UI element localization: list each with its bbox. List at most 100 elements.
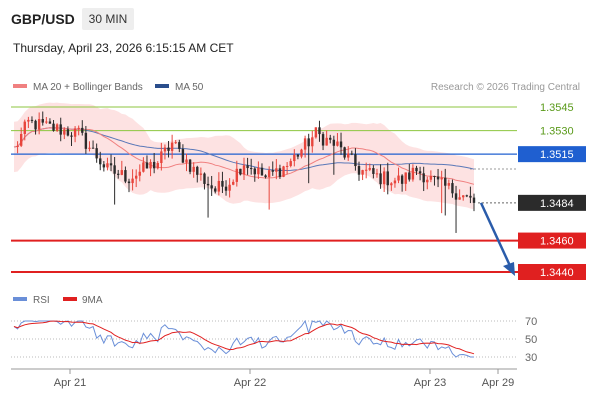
- candle-body: [52, 123, 55, 131]
- candle-body: [458, 197, 461, 200]
- candle-body: [178, 142, 181, 149]
- timeframe-badge[interactable]: [82, 8, 134, 30]
- rsi-line: [13, 319, 474, 358]
- candle-body: [444, 177, 447, 186]
- candle-body: [192, 166, 195, 172]
- candle-body: [347, 153, 350, 158]
- candle-body: [282, 166, 285, 177]
- candle-body: [196, 166, 199, 175]
- candle-body: [257, 167, 260, 175]
- candle-body: [181, 148, 185, 163]
- candle-body: [271, 170, 274, 172]
- candle-body: [160, 151, 163, 164]
- bollinger-band: [14, 102, 474, 210]
- candle-body: [296, 154, 300, 157]
- candle-body: [336, 141, 339, 146]
- candle-body: [390, 183, 393, 186]
- candle-body: [142, 162, 145, 172]
- ma50-legend-swatch: [155, 84, 169, 88]
- candle-body: [170, 142, 174, 151]
- x-tick-label: Apr 29: [482, 377, 514, 389]
- candle-body: [203, 173, 206, 184]
- candle-body: [339, 141, 343, 148]
- candle-body: [275, 168, 278, 172]
- candle-body: [214, 188, 217, 192]
- rsi-legend-swatch: [13, 297, 27, 301]
- candle-body: [138, 171, 141, 176]
- ma50-legend-label: MA 50: [175, 82, 204, 93]
- candle-body: [246, 165, 249, 169]
- support-2-tag: [518, 264, 586, 280]
- candle-body: [285, 165, 289, 167]
- forecast-arrowhead: [503, 262, 515, 276]
- candle-body: [472, 197, 476, 203]
- candle-body: [127, 181, 131, 184]
- candle-body: [329, 137, 332, 140]
- candle-body: [45, 121, 48, 123]
- candle-body: [364, 169, 368, 171]
- candle-body: [350, 153, 354, 155]
- candle-body: [239, 168, 242, 175]
- support-1-tag: [518, 232, 586, 249]
- candle-body: [37, 119, 41, 130]
- candle-body: [422, 173, 425, 183]
- rsi-tick-label: 70: [525, 316, 537, 328]
- candle-body: [375, 173, 379, 175]
- candlesticks: [16, 111, 476, 233]
- candle-body: [106, 163, 109, 168]
- candle-body: [156, 163, 159, 169]
- candle-body: [469, 195, 472, 198]
- rsi-tick-label: 50: [525, 334, 537, 346]
- support-1-label: 1.3460: [540, 236, 574, 248]
- candle-body: [41, 119, 44, 123]
- candle-body: [393, 180, 397, 184]
- candle-body: [418, 171, 422, 174]
- candle-body: [206, 183, 210, 186]
- candle-body: [102, 164, 106, 168]
- candle-body: [117, 173, 120, 175]
- candle-body: [232, 181, 235, 185]
- support-2-label: 1.3440: [540, 267, 574, 279]
- pivot-tag: [518, 146, 586, 163]
- candle-body: [221, 180, 224, 187]
- candle-body: [224, 186, 228, 191]
- ma9-legend-swatch: [63, 297, 77, 301]
- candle-body: [433, 176, 436, 178]
- candle-body: [314, 127, 318, 138]
- candle-body: [73, 128, 77, 137]
- candle-body: [77, 127, 80, 129]
- candle-body: [454, 193, 458, 200]
- candle-body: [228, 184, 231, 191]
- candle-body: [465, 195, 469, 197]
- x-axis: Apr 21 Apr 22 Apr 23 Apr 29: [54, 369, 514, 389]
- candle-body: [447, 183, 451, 186]
- current-price-tag: [518, 194, 586, 211]
- symbol-title[interactable]: GBP/USD: [11, 11, 75, 27]
- candle-body: [303, 138, 307, 150]
- candle-body: [451, 183, 454, 194]
- candle-body: [440, 177, 443, 180]
- candle-body: [311, 137, 314, 147]
- candle-body: [264, 175, 267, 178]
- candle-body: [16, 145, 19, 147]
- candle-body: [382, 171, 386, 185]
- candle-body: [404, 172, 407, 184]
- ma20-legend-label: MA 20 + Bollinger Bands: [33, 82, 143, 93]
- candle-body: [34, 120, 37, 130]
- candle-body: [397, 175, 400, 181]
- candle-body: [408, 172, 411, 180]
- resistance-label-2: 1.3530: [540, 126, 574, 138]
- resistance-label-1: 1.3545: [540, 102, 574, 114]
- candle-body: [242, 165, 246, 175]
- candle-body: [113, 165, 116, 174]
- candle-body: [372, 168, 375, 174]
- rsi-ma9-line: [13, 320, 475, 355]
- timeframe-label[interactable]: 30 MIN: [89, 12, 128, 26]
- candle-body: [66, 129, 70, 136]
- candle-body: [163, 147, 167, 152]
- candle-body: [278, 168, 282, 177]
- candle-body: [354, 154, 357, 167]
- candle-body: [332, 139, 336, 146]
